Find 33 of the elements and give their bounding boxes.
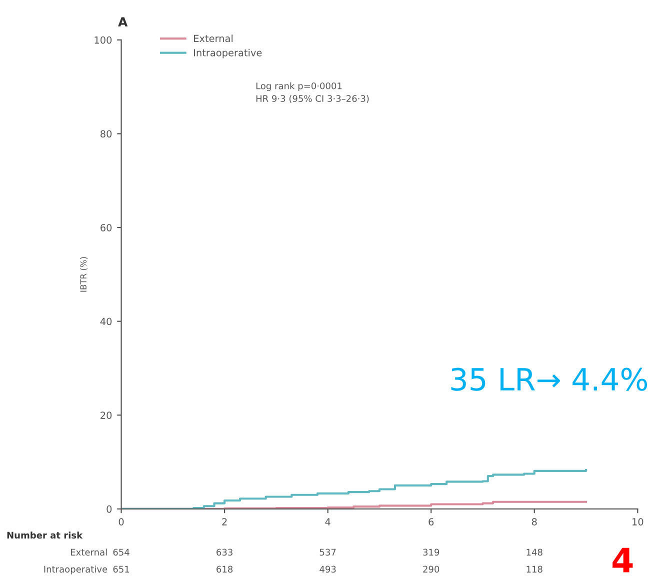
annotation: 35 LR→ 4.4% bbox=[451, 368, 648, 391]
text: 290 bbox=[423, 566, 440, 573]
y-axis-title: IBTR (%) bbox=[80, 257, 88, 292]
x-tick-label: 8 bbox=[532, 518, 537, 526]
y-tick-label: 40 bbox=[100, 318, 112, 326]
annotation: Log rank p=0·0001 bbox=[256, 82, 342, 92]
text: 618 bbox=[216, 566, 233, 573]
x-tick-label: 6 bbox=[428, 518, 434, 526]
text: 4 bbox=[612, 548, 633, 572]
text: 633 bbox=[216, 548, 232, 556]
annotation: HR 9·3 (95% CI 3·3–26·3) bbox=[256, 94, 369, 104]
x-tick-label: 4 bbox=[325, 518, 330, 526]
legend-label: External bbox=[194, 34, 233, 42]
text: External bbox=[71, 548, 107, 556]
text: 118 bbox=[526, 566, 542, 573]
text: 651 bbox=[113, 566, 130, 573]
y-tick-label: 0 bbox=[106, 505, 112, 513]
legend-label: Intraoperative bbox=[194, 48, 262, 58]
text: 537 bbox=[320, 548, 336, 556]
y-tick-label: 100 bbox=[94, 36, 112, 44]
x-tick-label: 2 bbox=[222, 518, 227, 526]
y-tick-label: 60 bbox=[100, 224, 112, 232]
y-tick-label: 80 bbox=[100, 130, 112, 138]
x-tick-label: 0 bbox=[118, 518, 124, 526]
text: 654 bbox=[113, 548, 130, 556]
text: 319 bbox=[423, 548, 440, 556]
x-tick-label: 10 bbox=[632, 518, 644, 526]
text: 493 bbox=[320, 566, 336, 573]
y-tick-label: 20 bbox=[100, 412, 112, 419]
text: Intraoperative bbox=[44, 566, 108, 574]
chart-title: A bbox=[118, 17, 128, 26]
text: Number at risk bbox=[7, 532, 83, 539]
text: 148 bbox=[526, 548, 542, 556]
